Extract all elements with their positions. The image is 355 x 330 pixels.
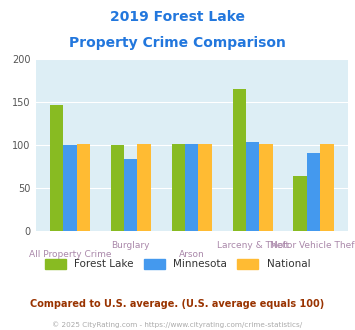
Bar <box>77 144 90 231</box>
Bar <box>185 144 198 231</box>
Text: Arson: Arson <box>179 250 204 259</box>
Text: Larceny & Theft: Larceny & Theft <box>217 241 289 250</box>
Legend: Forest Lake, Minnesota, National: Forest Lake, Minnesota, National <box>41 254 314 274</box>
Bar <box>124 159 137 231</box>
Bar <box>137 144 151 231</box>
Bar <box>111 145 124 231</box>
Bar <box>260 144 273 231</box>
Text: Motor Vehicle Theft: Motor Vehicle Theft <box>269 241 355 250</box>
Text: Compared to U.S. average. (U.S. average equals 100): Compared to U.S. average. (U.S. average … <box>31 299 324 309</box>
Bar <box>294 176 307 231</box>
Text: Property Crime Comparison: Property Crime Comparison <box>69 36 286 50</box>
Bar <box>233 88 246 231</box>
Text: 2019 Forest Lake: 2019 Forest Lake <box>110 10 245 24</box>
Text: Burglary: Burglary <box>111 241 150 250</box>
Text: All Property Crime: All Property Crime <box>28 250 111 259</box>
Bar <box>171 144 185 231</box>
Bar <box>198 144 212 231</box>
Bar <box>63 145 77 231</box>
Bar <box>50 105 63 231</box>
Bar <box>307 153 320 231</box>
Text: © 2025 CityRating.com - https://www.cityrating.com/crime-statistics/: © 2025 CityRating.com - https://www.city… <box>53 322 302 328</box>
Bar <box>320 144 334 231</box>
Bar <box>246 142 260 231</box>
